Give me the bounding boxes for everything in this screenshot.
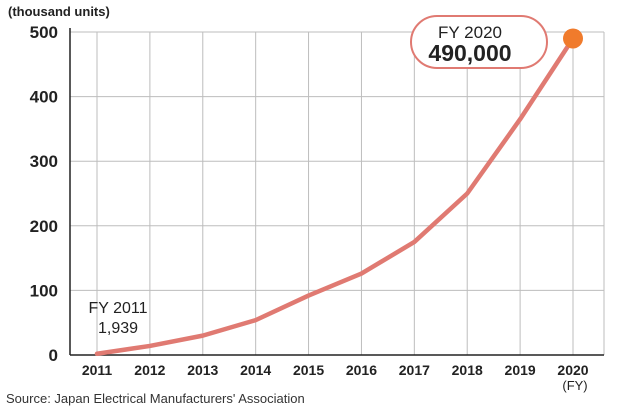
annotation-start-value: 1,939 — [98, 320, 138, 337]
axes: 0 100 200 300 400 500 2011 2012 2013 2014 2015 2016… — [30, 23, 604, 378]
x-tick-label: 2014 — [240, 362, 271, 378]
endpoint-marker — [563, 28, 583, 49]
series-group — [94, 28, 583, 356]
x-tick-label: 2015 — [293, 362, 324, 378]
y-tick-label: 400 — [30, 88, 58, 107]
y-unit-label: (thousand units) — [8, 4, 110, 19]
annotation-end-box — [410, 15, 548, 69]
x-unit-label: (FY) — [562, 378, 587, 393]
x-tick-label: 2017 — [399, 362, 430, 378]
source-note: Source: Japan Electrical Manufacturers' … — [6, 391, 305, 406]
x-tick-label: 2019 — [505, 362, 536, 378]
y-tick-label: 300 — [30, 152, 58, 171]
x-tick-label: 2013 — [187, 362, 218, 378]
grid — [70, 31, 605, 355]
series-line — [94, 36, 576, 356]
y-tick-label: 500 — [30, 23, 58, 42]
x-tick-label: 2011 — [82, 362, 113, 378]
y-tick-label: 200 — [30, 217, 58, 236]
annotation-end: FY 2020 490,000 — [410, 15, 548, 69]
x-tick-label: 2018 — [452, 362, 483, 378]
x-tick-label: 2012 — [134, 362, 165, 378]
y-tick-label: 0 — [49, 346, 58, 365]
annotation-end-value: 490,000 — [428, 40, 511, 66]
x-tick-label: 2016 — [346, 362, 377, 378]
annotation-start: FY 2011 1,939 — [88, 300, 147, 337]
y-tick-label: 100 — [30, 281, 58, 300]
annotation-start-label: FY 2011 — [88, 300, 147, 317]
x-tick-label: 2020 — [557, 362, 588, 378]
annotation-end-label: FY 2020 — [438, 23, 502, 42]
